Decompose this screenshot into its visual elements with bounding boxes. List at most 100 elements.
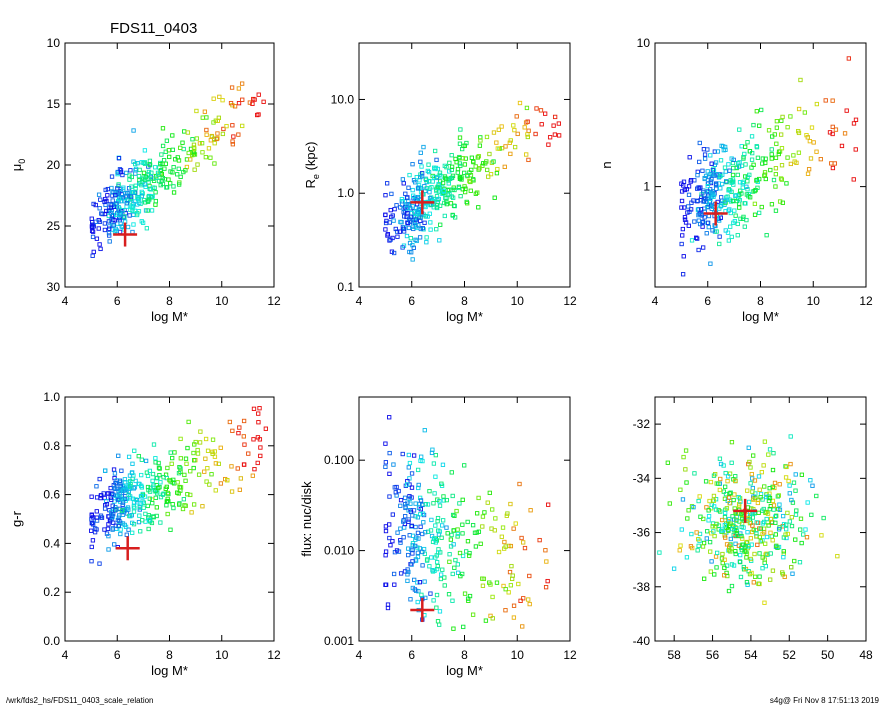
data-point: [230, 123, 235, 128]
data-point: [172, 450, 177, 455]
data-point: [708, 569, 713, 574]
data-point: [177, 502, 182, 507]
data-point: [420, 225, 425, 231]
data-point: [160, 181, 166, 187]
data-point: [767, 495, 773, 501]
data-point: [493, 516, 498, 521]
data-point: [784, 464, 789, 470]
data-point: [383, 528, 389, 534]
data-point: [720, 551, 725, 557]
data-point: [729, 460, 734, 465]
data-point: [703, 479, 709, 484]
data-point: [432, 491, 437, 496]
data-point: [770, 538, 775, 543]
data-point: [679, 198, 685, 204]
data-point: [484, 134, 490, 140]
data-point: [385, 181, 390, 186]
data-point: [524, 152, 529, 157]
data-point: [440, 567, 445, 572]
data-point: [188, 157, 193, 162]
data-point: [256, 420, 261, 425]
data-point: [151, 515, 156, 520]
data-point: [137, 513, 142, 518]
data-point: [781, 522, 787, 527]
data-point: [90, 234, 96, 240]
data-point: [118, 168, 124, 173]
data-point: [773, 155, 779, 160]
data-point: [417, 580, 423, 585]
data-point: [511, 123, 516, 128]
data-point: [130, 208, 135, 213]
data-point: [773, 514, 778, 519]
data-point: [501, 583, 506, 589]
data-point: [718, 476, 723, 482]
data-point: [166, 148, 172, 153]
data-point: [450, 571, 455, 577]
data-point: [462, 463, 467, 468]
data-point: [774, 513, 779, 518]
data-point: [89, 544, 94, 550]
data-point: [486, 174, 491, 179]
data-point: [225, 478, 230, 483]
data-point: [745, 539, 750, 545]
data-point: [411, 453, 417, 458]
y-tick-label: 1: [643, 180, 650, 194]
data-point: [428, 591, 433, 596]
data-point: [760, 555, 765, 560]
data-point: [142, 148, 148, 153]
data-point: [508, 543, 514, 549]
data-point: [135, 197, 141, 202]
data-point: [764, 551, 769, 556]
data-point: [696, 543, 701, 548]
data-point: [789, 523, 795, 529]
data-point: [476, 154, 481, 159]
data-point: [830, 165, 836, 171]
data-point: [97, 206, 102, 211]
data-point: [754, 520, 759, 525]
data-point: [430, 179, 435, 184]
data-point: [720, 527, 725, 532]
data-point: [136, 196, 142, 201]
data-point: [478, 541, 483, 546]
data-point: [722, 533, 727, 538]
data-point: [705, 183, 710, 189]
data-point: [423, 530, 428, 535]
data-point: [251, 406, 257, 411]
data-point: [118, 221, 123, 226]
data-point: [750, 515, 755, 520]
data-point: [717, 487, 722, 493]
data-point: [220, 98, 225, 103]
data-point: [757, 574, 762, 579]
data-point: [713, 507, 719, 512]
data-point: [851, 121, 857, 126]
data-point: [405, 578, 410, 584]
data-point: [195, 447, 200, 453]
data-point: [448, 537, 454, 542]
data-point: [512, 127, 517, 133]
data-point: [441, 494, 446, 499]
data-point: [734, 518, 739, 523]
chart-panel-6: 58 56 54 52 50 48 -40 -38 -36 -34 -32: [633, 396, 873, 662]
data-point: [480, 524, 485, 529]
data-point: [680, 272, 686, 277]
data-point: [390, 235, 395, 241]
x-axis-label: log M*: [446, 663, 483, 678]
data-point: [677, 548, 682, 553]
data-point: [851, 177, 856, 182]
data-point: [231, 134, 236, 139]
data-point: [420, 511, 426, 516]
y-tick-label: -34: [633, 471, 651, 485]
data-point: [777, 482, 782, 487]
data-point: [136, 453, 141, 459]
data-point: [404, 214, 409, 220]
y-tick-label: 20: [47, 158, 61, 172]
data-point: [688, 207, 694, 212]
data-point: [758, 526, 764, 531]
x-tick-label: 4: [62, 648, 69, 662]
data-point: [456, 184, 462, 189]
data-point: [258, 453, 263, 459]
data-point: [196, 472, 202, 477]
data-point: [488, 172, 494, 177]
data-point: [121, 214, 127, 219]
data-point: [731, 182, 736, 187]
